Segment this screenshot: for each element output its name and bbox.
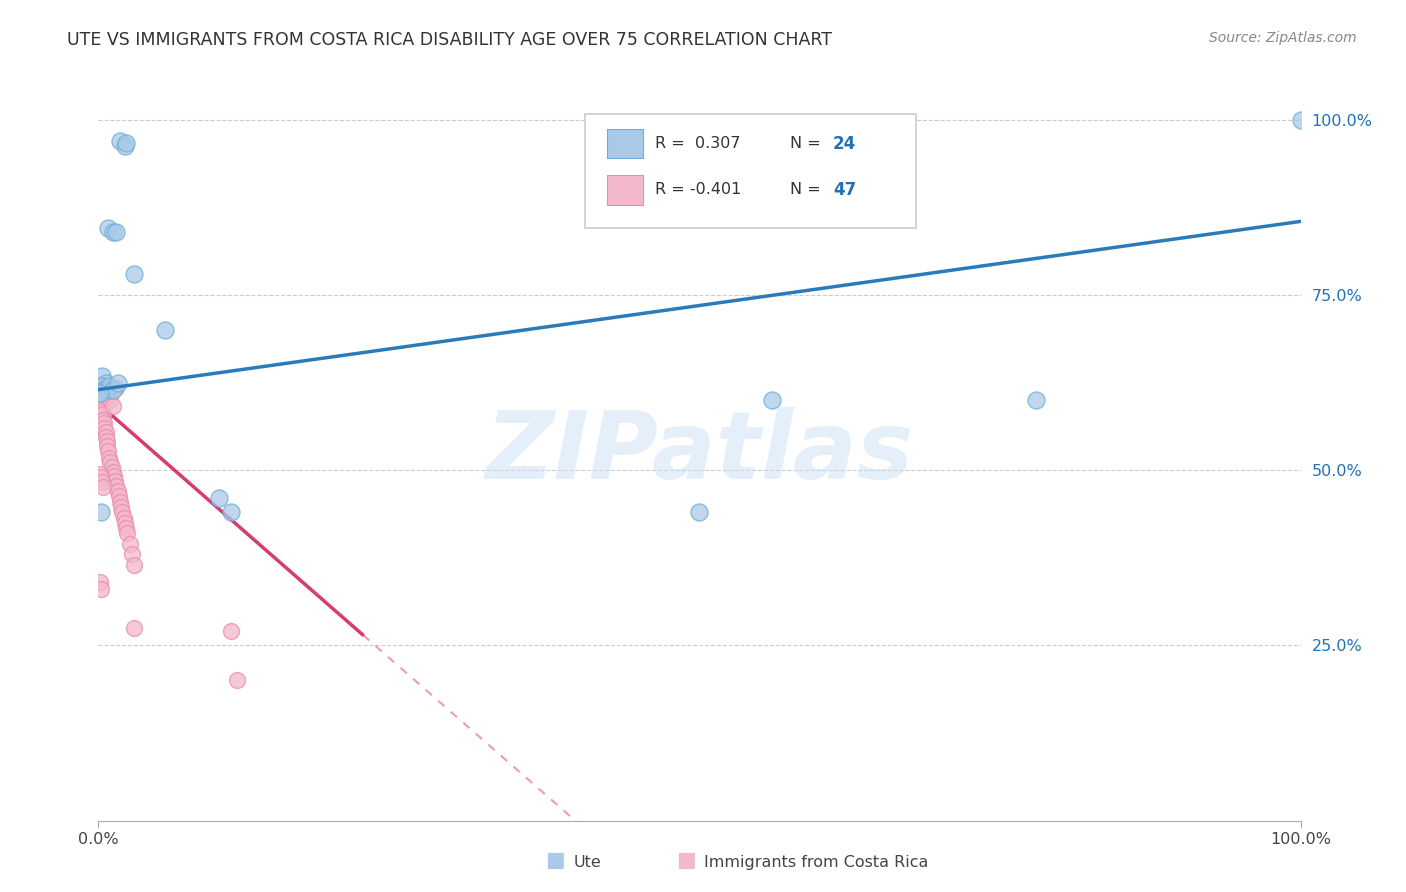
Point <box>97 443 120 458</box>
Point <box>91 407 114 421</box>
Point <box>124 621 146 635</box>
Text: N =: N = <box>790 183 825 197</box>
Text: N =: N = <box>790 136 825 151</box>
Point <box>153 323 176 337</box>
FancyBboxPatch shape <box>607 129 643 159</box>
Point <box>91 397 114 411</box>
Point <box>103 468 125 483</box>
Text: UTE VS IMMIGRANTS FROM COSTA RICA DISABILITY AGE OVER 75 CORRELATION CHART: UTE VS IMMIGRANTS FROM COSTA RICA DISABI… <box>67 31 832 49</box>
Text: R = -0.401: R = -0.401 <box>655 183 741 197</box>
Point <box>90 470 112 484</box>
Point <box>114 138 136 153</box>
Point <box>101 225 124 239</box>
Point <box>96 383 118 397</box>
Point <box>98 450 121 465</box>
Point <box>101 383 124 397</box>
Point <box>112 511 135 525</box>
Point <box>91 480 114 494</box>
Text: Ute: Ute <box>574 855 602 870</box>
Point <box>219 505 242 519</box>
Point <box>124 558 146 572</box>
Text: ZIPatlas: ZIPatlas <box>485 407 914 499</box>
FancyBboxPatch shape <box>607 175 643 204</box>
Point <box>90 505 112 519</box>
Point <box>98 379 121 393</box>
Text: Source: ZipAtlas.com: Source: ZipAtlas.com <box>1209 31 1357 45</box>
Point <box>104 474 127 488</box>
Point <box>97 377 120 392</box>
Point <box>100 393 122 408</box>
Point <box>89 386 111 401</box>
Point <box>110 500 132 514</box>
Point <box>89 467 111 481</box>
FancyBboxPatch shape <box>585 114 915 228</box>
Point <box>111 505 134 519</box>
Point <box>91 475 114 490</box>
Point <box>761 393 783 408</box>
Point <box>107 484 129 499</box>
Point <box>118 537 141 551</box>
Point <box>94 376 117 390</box>
Point <box>115 521 138 535</box>
Point <box>124 267 146 281</box>
Point <box>225 673 247 688</box>
Point <box>91 383 114 397</box>
Point <box>219 624 242 639</box>
Point <box>101 465 124 479</box>
Point <box>96 434 118 448</box>
Point <box>89 575 111 590</box>
Point <box>117 526 139 541</box>
Text: 24: 24 <box>832 135 856 153</box>
Point <box>89 379 111 393</box>
Point <box>100 459 122 474</box>
Point <box>94 429 117 443</box>
Text: R =  0.307: R = 0.307 <box>655 136 741 151</box>
Point <box>105 478 128 492</box>
Point <box>93 416 115 430</box>
Point <box>114 516 136 530</box>
Point <box>91 403 114 417</box>
Point <box>93 421 115 435</box>
Point <box>108 489 131 503</box>
Text: ■: ■ <box>546 850 565 870</box>
Point <box>108 494 131 508</box>
Point <box>101 399 124 413</box>
Point <box>91 413 114 427</box>
Point <box>105 225 128 239</box>
Point <box>121 547 143 561</box>
Point <box>105 380 128 394</box>
Point <box>98 387 121 401</box>
Point <box>94 425 117 439</box>
Point <box>108 134 131 148</box>
Point <box>688 505 710 519</box>
Point <box>90 393 112 408</box>
Point <box>115 136 138 150</box>
Point <box>90 582 112 597</box>
Point <box>91 368 114 383</box>
Point <box>100 383 122 397</box>
Point <box>208 491 231 506</box>
Point <box>90 379 112 393</box>
Point <box>107 376 129 390</box>
Point <box>1289 112 1312 127</box>
Point <box>96 439 118 453</box>
Text: ■: ■ <box>676 850 696 870</box>
Point <box>97 221 120 235</box>
Text: 47: 47 <box>832 181 856 199</box>
Point <box>1025 393 1047 408</box>
Point <box>100 455 122 469</box>
Text: Immigrants from Costa Rica: Immigrants from Costa Rica <box>704 855 929 870</box>
